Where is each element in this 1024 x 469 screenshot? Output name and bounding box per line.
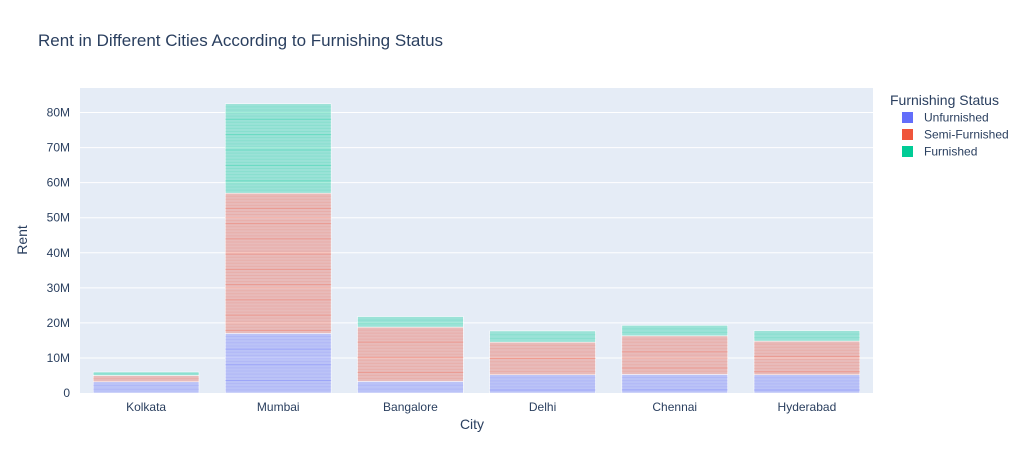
bar-segment	[489, 341, 596, 376]
x-tick-label: Chennai	[652, 400, 697, 414]
legend-swatch	[902, 129, 913, 140]
bar-mumbai-semi-furnished[interactable]	[225, 192, 332, 334]
y-tick-label: 10M	[47, 351, 70, 365]
bar-segment	[357, 326, 464, 382]
legend-label: Furnished	[924, 145, 977, 159]
bar-hyderabad-semi-furnished[interactable]	[753, 340, 861, 376]
bar-segment	[92, 381, 200, 394]
bar-segment	[225, 333, 332, 394]
legend-swatch	[902, 146, 913, 157]
chart-title: Rent in Different Cities According to Fu…	[38, 31, 443, 50]
plot-background	[80, 88, 873, 393]
bar-kolkata-unfurnished[interactable]	[92, 381, 200, 394]
y-tick-label: 20M	[47, 316, 70, 330]
legend-item-semi-furnished[interactable]: Semi-Furnished	[902, 128, 1009, 142]
bar-segment	[357, 316, 464, 328]
bar-hyderabad-unfurnished[interactable]	[753, 374, 861, 394]
bar-segment	[489, 330, 596, 343]
bar-segment	[621, 325, 728, 337]
legend-title: Furnishing Status	[890, 92, 999, 108]
y-tick-label: 60M	[47, 176, 70, 190]
y-axis-tick-labels: 0 10M 20M 30M 40M 50M 60M 70M 80M	[47, 106, 71, 400]
bar-mumbai-furnished[interactable]	[225, 103, 332, 194]
bar-delhi-unfurnished[interactable]	[489, 374, 596, 394]
x-tick-label: Kolkata	[126, 400, 166, 414]
bar-segment	[753, 330, 861, 342]
bar-chennai-furnished[interactable]	[621, 325, 728, 337]
bars	[92, 103, 861, 394]
bar-bangalore-unfurnished[interactable]	[357, 381, 464, 394]
bar-segment	[753, 340, 861, 376]
legend-swatch	[902, 112, 913, 123]
x-tick-label: Delhi	[529, 400, 556, 414]
y-tick-label: 30M	[47, 281, 70, 295]
legend-items: Unfurnished Semi-Furnished Furnished	[902, 111, 1009, 159]
bar-chennai-semi-furnished[interactable]	[621, 335, 728, 375]
bar-delhi-furnished[interactable]	[489, 330, 596, 343]
bar-delhi-semi-furnished[interactable]	[489, 341, 596, 376]
bar-segment	[357, 381, 464, 394]
bar-mumbai-unfurnished[interactable]	[225, 333, 332, 394]
x-tick-label: Mumbai	[257, 400, 300, 414]
bar-segment	[225, 192, 332, 334]
gridlines	[80, 112, 873, 359]
legend-label: Semi-Furnished	[924, 128, 1009, 142]
y-axis-label: Rent	[14, 225, 30, 255]
bar-bangalore-furnished[interactable]	[357, 316, 464, 328]
bar-hyderabad-furnished[interactable]	[753, 330, 861, 342]
bar-segment	[92, 371, 200, 376]
bar-bangalore-semi-furnished[interactable]	[357, 326, 464, 382]
legend-label: Unfurnished	[924, 111, 989, 125]
y-tick-label: 80M	[47, 106, 70, 120]
bar-kolkata-semi-furnished[interactable]	[92, 375, 200, 383]
y-tick-label: 70M	[47, 141, 70, 155]
x-axis-tick-labels: Kolkata Mumbai Bangalore Delhi Chennai Hydera…	[126, 400, 836, 414]
x-tick-label: Hyderabad	[778, 400, 837, 414]
legend-item-unfurnished[interactable]: Unfurnished	[902, 111, 989, 125]
y-tick-label: 50M	[47, 211, 70, 225]
bar-kolkata-furnished[interactable]	[92, 371, 200, 376]
y-tick-label: 0	[63, 386, 70, 400]
x-axis-label: City	[460, 416, 484, 432]
bar-segment	[225, 103, 332, 194]
x-tick-label: Bangalore	[383, 400, 438, 414]
bar-chennai-unfurnished[interactable]	[621, 374, 728, 394]
bar-segment	[621, 335, 728, 375]
legend-item-furnished[interactable]: Furnished	[902, 145, 977, 159]
legend: Furnishing Status Unfurnished Semi-Furnis…	[890, 92, 1009, 159]
y-tick-label: 40M	[47, 246, 70, 260]
